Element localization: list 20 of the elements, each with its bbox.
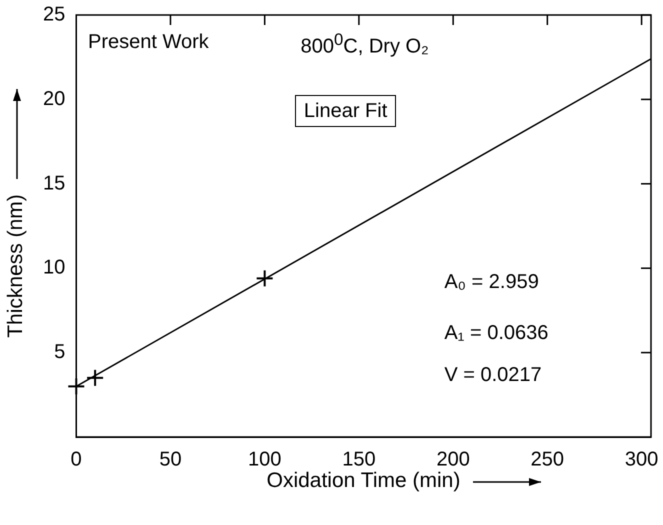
x-tick-label: 150 (342, 448, 376, 471)
y-axis-title: Thickness (nm) (4, 194, 28, 338)
x-tick-label: 250 (530, 448, 564, 471)
annotation: Linear Fit (294, 95, 396, 128)
y-tick-label: 5 (54, 341, 66, 364)
x-tick-label: 200 (436, 448, 470, 471)
annotation: Present Work (88, 30, 209, 53)
annotation: 800$^{0}$C, Dry O₂ (300, 30, 429, 58)
y-tick-label: 20 (42, 88, 66, 110)
annotation: A₀ = 2.959 (444, 271, 539, 294)
x-axis-title: Oxidation Time (min) (266, 469, 460, 493)
y-tick-label: 15 (42, 172, 66, 194)
x-tick-label: 50 (159, 448, 182, 471)
annotation: A₁ = 0.0636 (444, 322, 548, 344)
y-tick-label: 10 (42, 256, 66, 279)
x-tick-label: 300 (624, 448, 658, 471)
x-tick-label: 100 (248, 448, 282, 471)
annotation: V = 0.0217 (444, 364, 542, 386)
x-tick-label: 0 (70, 448, 82, 471)
y-tick-label: 25 (42, 4, 66, 26)
